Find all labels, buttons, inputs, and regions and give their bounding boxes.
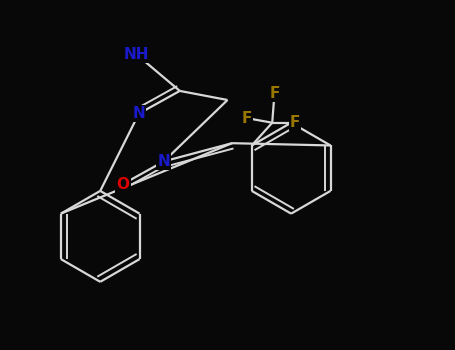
Text: NH: NH <box>124 47 149 62</box>
Text: F: F <box>269 86 280 101</box>
Text: N: N <box>132 106 145 121</box>
Text: F: F <box>242 111 253 126</box>
Text: N: N <box>157 154 170 169</box>
Text: O: O <box>116 177 130 191</box>
Text: F: F <box>290 115 300 130</box>
